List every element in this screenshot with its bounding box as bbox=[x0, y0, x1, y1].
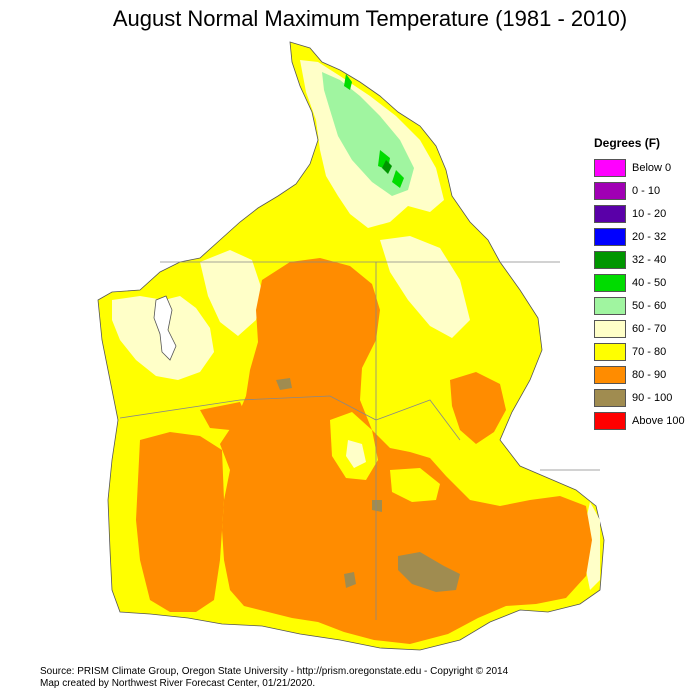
puget-sound bbox=[153, 295, 177, 361]
region-80-90-columbia-basin bbox=[220, 258, 592, 644]
legend-swatch bbox=[594, 158, 626, 177]
region-60-70-cascades bbox=[200, 250, 262, 336]
legend-row: 70 - 80 bbox=[594, 340, 685, 363]
legend-label: Above 100 bbox=[632, 414, 685, 427]
legend-title: Degrees (F) bbox=[594, 136, 661, 150]
legend-swatch bbox=[594, 319, 626, 338]
legend-swatch bbox=[594, 342, 626, 361]
legend-label: 20 - 32 bbox=[632, 230, 667, 243]
region-32-40 bbox=[382, 160, 392, 174]
map-title: August Normal Maximum Temperature (1981 … bbox=[112, 6, 628, 31]
legend-label: 32 - 40 bbox=[632, 253, 667, 266]
region-80-90-willamette bbox=[136, 432, 224, 612]
region-40-50 bbox=[344, 74, 404, 188]
legend-swatch bbox=[594, 250, 626, 269]
legend-label: 40 - 50 bbox=[632, 276, 667, 289]
legend-row: 50 - 60 bbox=[594, 294, 685, 317]
map-footer: Source: PRISM Climate Group, Oregon Stat… bbox=[40, 666, 508, 690]
legend-row: 40 - 50 bbox=[594, 271, 685, 294]
state-boundary-lines bbox=[119, 261, 600, 620]
legend-swatch bbox=[594, 365, 626, 384]
legend-row: 32 - 40 bbox=[594, 248, 685, 271]
legend-swatch bbox=[594, 227, 626, 246]
legend-label: 50 - 60 bbox=[632, 299, 667, 312]
legend-items: Below 0 0 - 10 10 - 20 20 - 32 32 - 40 40 - 5… bbox=[594, 156, 685, 432]
legend-label: Below 0 bbox=[632, 161, 672, 174]
map-legend: Degrees (F) Below 0 0 - 10 10 - 20 20 - 32 3… bbox=[594, 136, 685, 432]
legend-row: 0 - 10 bbox=[594, 179, 685, 202]
legend-swatch bbox=[594, 273, 626, 292]
legend-row: 20 - 32 bbox=[594, 225, 685, 248]
legend-row: 60 - 70 bbox=[594, 317, 685, 340]
legend-row: 90 - 100 bbox=[594, 386, 685, 409]
region-80-90-gorge bbox=[200, 402, 248, 430]
source-credit: Source: PRISM Climate Group, Oregon Stat… bbox=[40, 666, 509, 677]
legend-label: 90 - 100 bbox=[632, 391, 673, 404]
legend-swatch bbox=[594, 204, 626, 223]
legend-label: 10 - 20 bbox=[632, 207, 667, 220]
legend-label: 0 - 10 bbox=[632, 184, 661, 197]
legend-row: Above 100 bbox=[594, 409, 685, 432]
legend-swatch bbox=[594, 181, 626, 200]
legend-swatch bbox=[594, 411, 626, 430]
legend-swatch bbox=[594, 296, 626, 315]
creator-credit: Map created by Northwest River Forecast … bbox=[40, 678, 316, 689]
legend-row: Below 0 bbox=[594, 156, 685, 179]
region-90-100-snake-plain bbox=[398, 552, 460, 592]
region-60-70-east bbox=[380, 236, 470, 338]
legend-swatch bbox=[594, 388, 626, 407]
legend-row: 10 - 20 bbox=[594, 202, 685, 225]
legend-label: 70 - 80 bbox=[632, 345, 667, 358]
region-80-90-snake bbox=[450, 372, 506, 444]
legend-label: 60 - 70 bbox=[632, 322, 667, 335]
region-60-70-central bbox=[346, 440, 366, 468]
region-70-80-blues bbox=[390, 468, 440, 502]
legend-label: 80 - 90 bbox=[632, 368, 667, 381]
legend-row: 80 - 90 bbox=[594, 363, 685, 386]
